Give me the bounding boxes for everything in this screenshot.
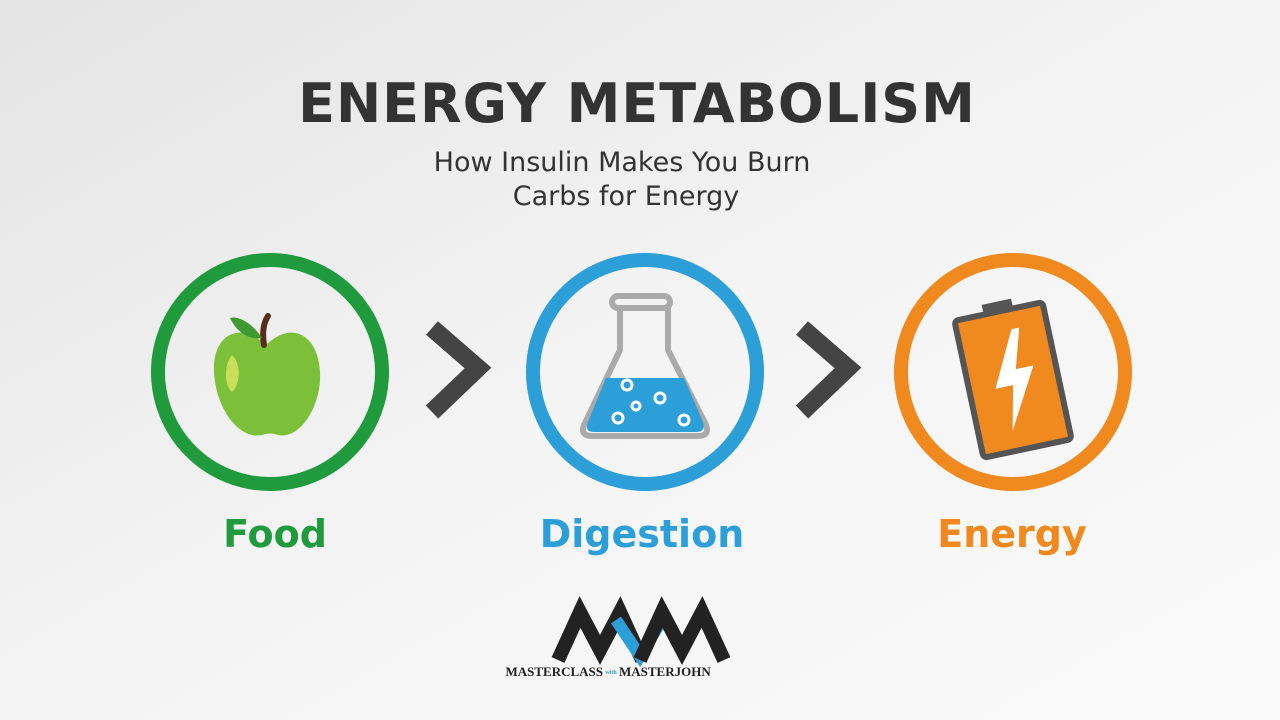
step-label: Digestion (540, 512, 745, 556)
subtitle-line: How Insulin Makes You Burn (434, 147, 811, 178)
food-icon (151, 253, 389, 491)
logo-text: with (605, 670, 617, 676)
title: ENERGY METABOLISM (298, 72, 976, 135)
energy-icon (894, 253, 1132, 491)
logo-mark (551, 596, 731, 668)
arrow (425, 321, 492, 419)
digestion-icon (526, 253, 764, 491)
arrow (795, 321, 862, 419)
logo-text: MASTERJOHN (619, 664, 711, 679)
step-label: Energy (937, 512, 1087, 556)
logo-text: MASTERCLASS (505, 664, 603, 679)
step-label: Food (223, 512, 327, 556)
subtitle-line: Carbs for Energy (513, 181, 740, 212)
